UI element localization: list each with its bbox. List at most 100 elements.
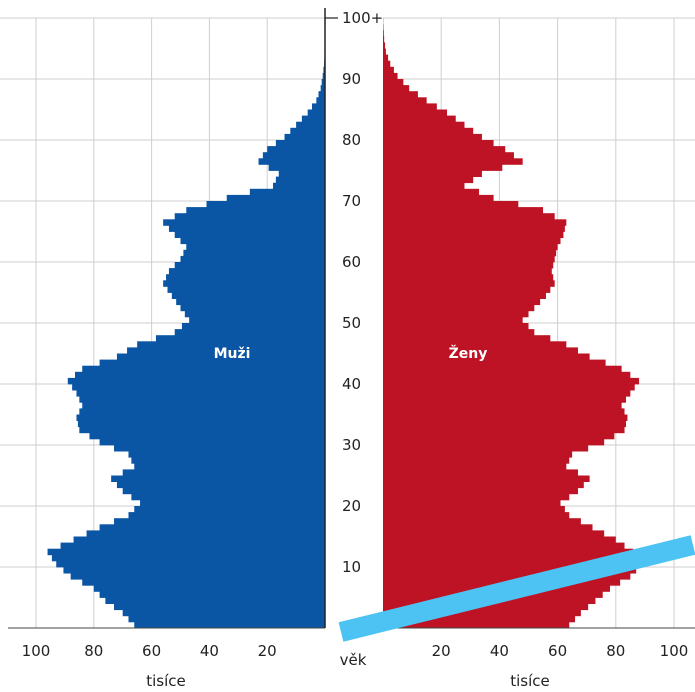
female-bar (383, 481, 584, 489)
male-bar (180, 255, 325, 263)
male-bar (116, 481, 325, 489)
labels: 10 20 30 40 50 60 70 80 90 100+ 100 80 60 40 20 20 40 60 8… (22, 9, 689, 690)
male-bar (275, 176, 325, 184)
female-bar (383, 329, 535, 336)
female-bar (383, 72, 398, 80)
male-bar (122, 487, 325, 495)
age-tick-label: 70 (342, 192, 361, 210)
male-bar (307, 109, 325, 116)
female-bar (383, 445, 589, 452)
male-bar (316, 97, 325, 104)
female-bar (383, 347, 578, 354)
female-bar (383, 292, 546, 299)
female-bar (383, 268, 552, 275)
female-bar (383, 438, 605, 446)
male-bar (168, 225, 325, 232)
female-bar (383, 286, 551, 293)
male-bar (180, 237, 325, 245)
male-bar (206, 201, 325, 208)
male-bar (323, 66, 325, 74)
female-bar (383, 30, 384, 37)
male-bar (163, 219, 325, 226)
female-bar (383, 274, 554, 281)
male-bar (89, 432, 325, 440)
female-bar (383, 249, 557, 257)
male-bar (131, 493, 325, 501)
male-bar (134, 506, 325, 513)
male-bar (275, 140, 325, 147)
male-bar (72, 384, 325, 391)
female-bars (383, 18, 642, 629)
female-bar (383, 48, 386, 55)
male-bar (82, 365, 326, 373)
male-bar (140, 499, 325, 507)
male-bar (134, 463, 325, 470)
x-tick-label-right: 20 (432, 642, 451, 660)
male-bar (166, 274, 325, 281)
male-bar (70, 573, 326, 580)
male-bar (128, 451, 325, 458)
female-bar (383, 396, 626, 403)
male-bar (114, 445, 325, 452)
female-bar (383, 548, 634, 556)
female-bar (383, 115, 456, 123)
female-bar (383, 573, 631, 580)
x-tick-label-right: 40 (490, 642, 509, 660)
female-bar (383, 243, 558, 251)
female-bar (383, 152, 514, 159)
male-bar (267, 146, 325, 153)
male-bar (122, 469, 325, 476)
female-bar (383, 170, 482, 177)
male-bar (127, 347, 325, 354)
female-bar (383, 127, 474, 135)
female-bar (383, 542, 625, 550)
female-bar (383, 341, 567, 348)
male-bar (93, 585, 325, 592)
male-bar (311, 103, 325, 110)
x-axis-unit-right: tisíce (510, 672, 550, 690)
female-bar (383, 609, 581, 617)
female-bar (383, 524, 593, 531)
male-bar (114, 603, 325, 611)
female-bar (383, 615, 576, 623)
male-bar (76, 390, 326, 397)
male-bar (75, 371, 325, 379)
female-bar (383, 390, 631, 397)
male-bar (79, 408, 325, 415)
male-bar (105, 597, 325, 604)
male-bar (176, 298, 325, 306)
female-bar (383, 140, 494, 147)
female-bar (383, 225, 565, 232)
female-bar (383, 475, 590, 482)
female-bar (383, 463, 567, 470)
female-bar (383, 182, 465, 190)
female-bar (383, 213, 555, 220)
age-tick-label: 50 (342, 314, 361, 332)
male-bar (77, 420, 325, 428)
female-bar (383, 304, 535, 312)
age-tick-label: 40 (342, 375, 361, 393)
female-bar (383, 316, 523, 324)
male-bar (168, 268, 325, 275)
x-tick-label-right: 80 (606, 642, 625, 660)
male-bars (47, 18, 326, 629)
female-bar (383, 103, 437, 110)
female-bar (383, 408, 625, 415)
male-bar (181, 323, 325, 330)
female-bar (383, 176, 474, 184)
male-bar (249, 188, 325, 196)
female-bar (383, 499, 561, 507)
male-bar (183, 249, 325, 257)
age-tick-label: 30 (342, 436, 361, 454)
male-bar (180, 304, 325, 312)
male-bar (278, 170, 325, 177)
male-bar (272, 182, 325, 190)
age-tick-label: 20 (342, 497, 361, 515)
age-tick-label: 80 (342, 131, 361, 149)
x-tick-label-right: 100 (660, 642, 689, 660)
female-series-label: Ženy (449, 345, 488, 362)
male-bar (114, 518, 325, 525)
female-bar (383, 85, 410, 92)
male-bar (171, 292, 325, 299)
x-tick-label-left: 40 (200, 642, 219, 660)
